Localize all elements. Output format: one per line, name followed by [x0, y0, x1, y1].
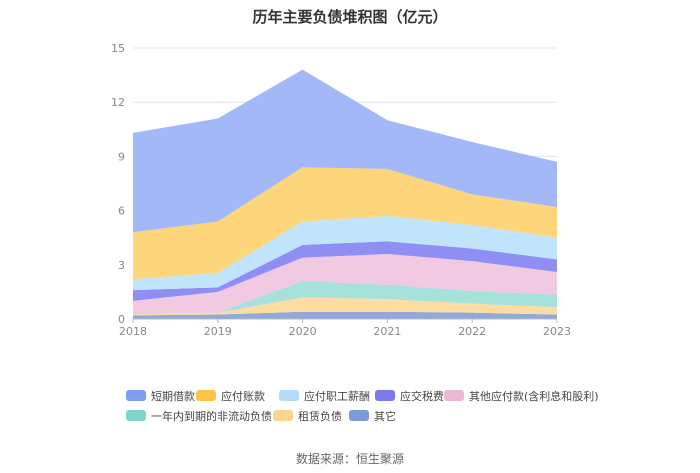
legend-swatch-6: [273, 410, 293, 421]
legend-swatch-2: [279, 390, 299, 401]
data-source-label: 数据来源：恒生聚源: [295, 452, 404, 466]
x-tick-label-5: 2023: [543, 325, 571, 338]
y-tick-label-3: 9: [118, 150, 125, 163]
x-tick-label-0: 2018: [119, 325, 147, 338]
legend-swatch-1: [196, 390, 216, 401]
legend-swatch-4: [444, 390, 464, 401]
y-tick-label-5: 15: [111, 42, 125, 55]
area-series-6: [133, 167, 557, 280]
legend-label-7: 其它: [374, 409, 396, 423]
legend-label-3: 应交税费: [400, 389, 444, 403]
y-tick-label-4: 12: [111, 96, 125, 109]
legend-swatch-0: [126, 390, 146, 401]
legend-label-4: 其他应付款(含利息和股利): [469, 389, 599, 403]
area-series-5: [133, 216, 557, 291]
legend-swatch-3: [375, 390, 395, 401]
legend-swatch-5: [126, 410, 146, 421]
x-tick-label-3: 2021: [373, 325, 401, 338]
legend-label-6: 租赁负债: [298, 409, 342, 423]
x-tick-label-4: 2022: [458, 325, 486, 338]
legend-label-5: 一年内到期的非流动负债: [151, 409, 272, 423]
x-tick-label-2: 2020: [289, 325, 317, 338]
area-series-2: [133, 281, 557, 315]
legend-label-2: 应付职工薪酬: [304, 389, 370, 403]
y-tick-label-1: 3: [118, 259, 125, 272]
area-series-1: [133, 297, 557, 316]
area-series-4: [133, 241, 557, 301]
x-tick-label-1: 2019: [204, 325, 232, 338]
legend-label-1: 应付账款: [221, 389, 265, 403]
area-series-7: [133, 69, 557, 233]
legend-label-0: 短期借款: [151, 389, 195, 403]
y-tick-label-0: 0: [118, 313, 125, 326]
legend-swatch-7: [349, 410, 369, 421]
y-tick-label-2: 6: [118, 205, 125, 218]
chart-title: 历年主要负债堆积图（亿元）: [252, 8, 448, 26]
area-series-3: [133, 253, 557, 315]
area-series-0: [133, 311, 557, 319]
